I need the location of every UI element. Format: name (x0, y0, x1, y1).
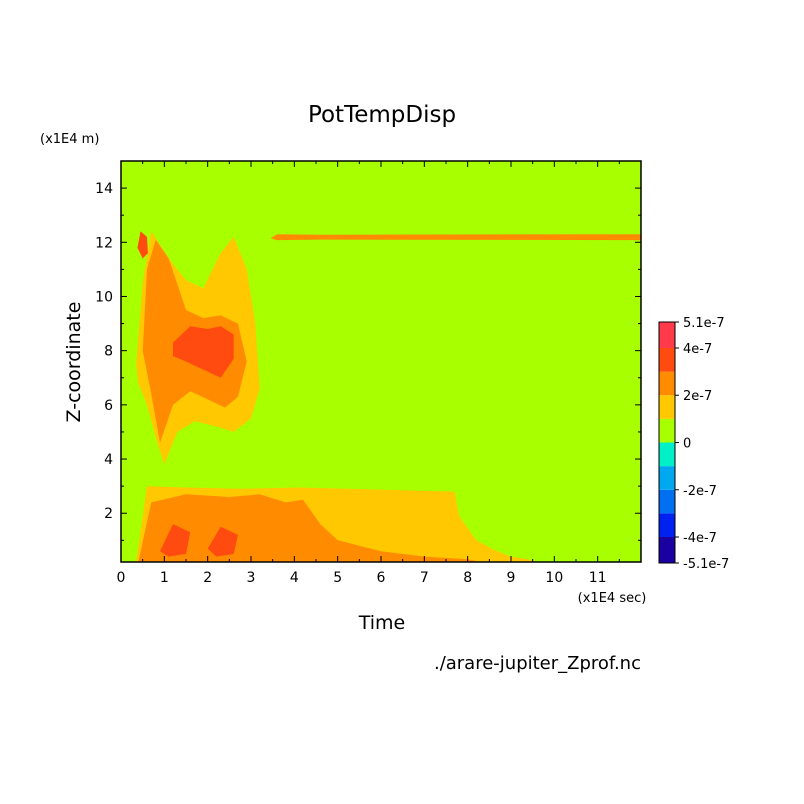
colorbar-label: 2e-7 (683, 389, 712, 404)
source-filename: ./arare-jupiter_Zprof.nc (434, 653, 641, 674)
colorbar-band (659, 322, 675, 348)
colorbar-label: -5.1e-7 (683, 557, 729, 572)
x-axis: 0 1 2 3 4 5 6 7 8 9 10 11 (117, 161, 620, 586)
colorbar-band (659, 371, 675, 396)
y-tick-label: 14 (95, 181, 113, 197)
y-tick-label: 10 (95, 289, 113, 305)
colorbar-band (659, 537, 675, 563)
colorbar-band (659, 513, 675, 538)
colorbar-band (659, 347, 675, 372)
colorbar-label: 0 (683, 437, 691, 452)
x-tick-label: 9 (507, 570, 516, 586)
colorbar-label: -2e-7 (683, 484, 717, 499)
chart-title: PotTempDisp (308, 102, 456, 128)
x-tick-label: 8 (463, 570, 472, 586)
contour-region-lower-red-a (160, 524, 191, 557)
colorbar-band (659, 418, 675, 443)
y-tick-label: 2 (104, 506, 113, 522)
x-tick-label: 3 (247, 570, 256, 586)
colorbar-label: 4e-7 (683, 342, 712, 357)
x-axis-label: Time (358, 612, 406, 634)
x-tick-label: 5 (333, 570, 342, 586)
y-tick-label: 8 (104, 344, 113, 360)
colorbar-band (659, 466, 675, 490)
plot-area (120, 160, 642, 563)
x-tick-label: 0 (117, 570, 126, 586)
colorbar-band (659, 395, 675, 419)
contour-region-upper-red-b (173, 326, 234, 378)
colorbar-label: -4e-7 (683, 531, 717, 546)
x-tick-label: 2 (203, 570, 212, 586)
contour-region-stripe (270, 234, 641, 241)
x-tick-label: 11 (589, 570, 607, 586)
y-axis-label: Z-coordinate (63, 302, 85, 423)
contour-regions (136, 231, 641, 562)
x-tick-label: 1 (160, 570, 169, 586)
x-tick-label: 6 (377, 570, 386, 586)
y-tick-label: 4 (104, 452, 113, 468)
colorbar: 5.1e-7 4e-7 2e-7 0 -2e-7 -4e-7 -5.1e-7 (658, 316, 729, 572)
x-tick-label: 7 (420, 570, 429, 586)
x-unit-label: (x1E4 sec) (578, 591, 647, 606)
colorbar-band (659, 442, 675, 467)
y-tick-label: 12 (95, 235, 113, 251)
x-tick-label: 10 (545, 570, 563, 586)
contour-region-lower-red-b (207, 526, 238, 557)
x-tick-label: 4 (290, 570, 299, 586)
y-axis: 2 4 6 8 10 12 14 (95, 160, 641, 541)
y-tick-label: 6 (104, 398, 113, 414)
contour-region-upper-red-a (137, 231, 148, 259)
colorbar-band (659, 489, 675, 514)
y-unit-label: (x1E4 m) (40, 132, 99, 147)
colorbar-label: 5.1e-7 (683, 316, 725, 331)
